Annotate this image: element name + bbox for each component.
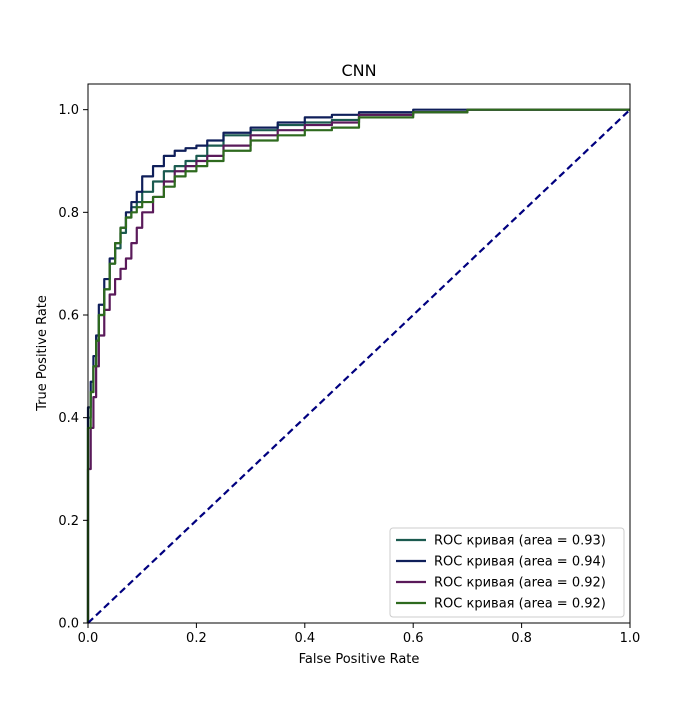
x-tick-label: 1.0 xyxy=(620,631,641,646)
legend-label: ROC кривая (area = 0.93) xyxy=(434,534,606,549)
x-tick-label: 0.2 xyxy=(186,631,207,646)
legend-box xyxy=(389,527,625,618)
legend-item: ROC кривая (area = 0.93) xyxy=(396,534,606,549)
legend-item: ROC кривая (area = 0.92) xyxy=(396,576,606,591)
x-axis-label: False Positive Rate xyxy=(299,652,420,667)
x-tick-label: 0.6 xyxy=(403,631,424,646)
y-tick-label: 0.0 xyxy=(58,617,79,632)
roc-curve-series-4 xyxy=(86,108,630,623)
legend-item: ROC кривая (area = 0.92) xyxy=(396,597,606,612)
y-axis-label: True Positive Rate xyxy=(35,295,50,412)
legend-item: ROC кривая (area = 0.94) xyxy=(396,555,606,570)
chart-title: CNN xyxy=(341,61,376,80)
legend-label: ROC кривая (area = 0.92) xyxy=(434,576,606,591)
legend-items: ROC кривая (area = 0.93) ROC кривая (area… xyxy=(396,534,606,612)
y-tick-label: 0.8 xyxy=(58,206,79,221)
x-tick-label: 0.4 xyxy=(294,631,315,646)
x-tick-label: 0.8 xyxy=(511,631,532,646)
legend-label: ROC кривая (area = 0.92) xyxy=(434,597,606,612)
reference-diagonal-line xyxy=(87,108,631,624)
y-tick-label: 0.2 xyxy=(58,514,79,529)
data-layer xyxy=(86,108,631,624)
x-tick-label: 0.0 xyxy=(78,631,99,646)
x-axis-ticks: 0.0 0.2 0.4 0.6 0.8 1.0 xyxy=(78,623,641,646)
legend-label: ROC кривая (area = 0.94) xyxy=(434,555,606,570)
axes-frame xyxy=(87,83,631,624)
y-tick-label: 0.4 xyxy=(58,411,79,426)
y-axis-ticks: 0.0 0.2 0.4 0.6 0.8 1.0 xyxy=(58,103,88,632)
y-tick-label: 0.6 xyxy=(58,309,79,324)
legend: ROC кривая (area = 0.93) ROC кривая (area… xyxy=(389,527,625,618)
y-tick-label: 1.0 xyxy=(58,103,79,118)
